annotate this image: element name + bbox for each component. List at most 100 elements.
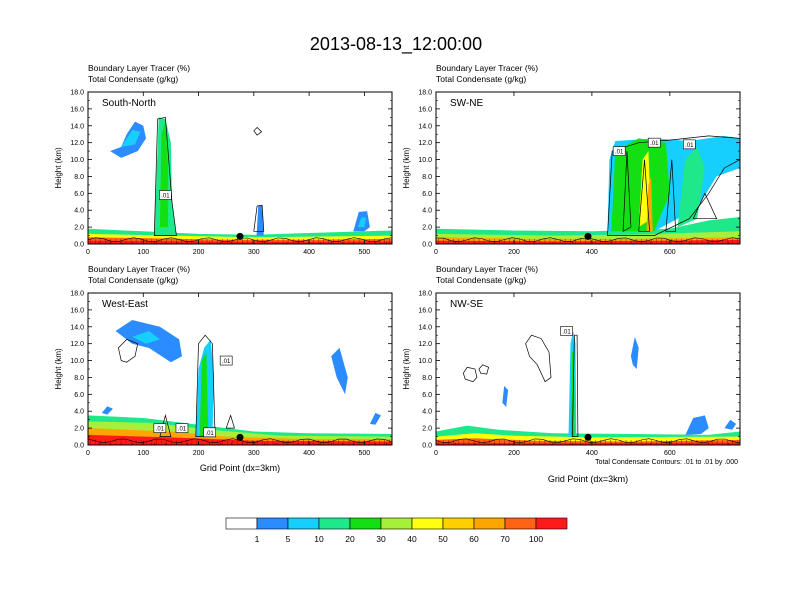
y-tick-label: 12.0 [418, 140, 432, 147]
x-tick-label: 500 [359, 249, 371, 256]
y-tick-label: 12.0 [70, 341, 84, 348]
y-axis-label: Height (km) [54, 348, 63, 390]
y-tick-label: 18.0 [418, 90, 432, 97]
condensate-contour [118, 338, 139, 363]
y-tick-label: 10.0 [70, 358, 84, 365]
tracer-region [502, 385, 509, 407]
condensate-contour [253, 204, 265, 232]
colorbar-swatch [535, 517, 568, 530]
contour-label: .01 [205, 431, 214, 437]
x-axis-label: Grid Point (dx=3km) [548, 474, 628, 484]
contour-label: .01 [650, 141, 659, 147]
x-tick-label: 400 [586, 450, 598, 457]
y-tick-label: 4.0 [422, 208, 432, 215]
contour-label-box [219, 355, 233, 366]
colorbar-swatch [411, 517, 444, 530]
y-axis-label: Height (km) [402, 147, 411, 189]
contour-label-box [153, 423, 167, 433]
colorbar-swatch [504, 517, 537, 530]
contour-label-box [647, 137, 661, 148]
subtitle-tracer: Boundary Layer Tracer (%) [436, 63, 538, 73]
y-tick-label: 6.0 [74, 191, 84, 198]
colorbar-swatch [473, 517, 506, 530]
colorbar-label: 50 [438, 534, 448, 544]
condensate-contour [478, 364, 490, 375]
condensate-contour [665, 159, 677, 232]
condensate-contour [253, 127, 263, 136]
location-marker [236, 232, 244, 240]
x-tick-label: 600 [664, 249, 676, 256]
contour-label-box [203, 427, 216, 438]
colorbar-label: 1 [255, 534, 260, 544]
condensate-contour [525, 334, 552, 383]
contour-label-box [175, 423, 189, 433]
y-tick-label: 18.0 [70, 90, 84, 97]
condensate-contour [692, 192, 718, 220]
plot-background [88, 92, 392, 244]
y-tick-label: 2.0 [74, 225, 84, 232]
y-tick-label: 16.0 [70, 307, 84, 314]
tracer-region [199, 352, 209, 437]
figure-title: 2013-08-13_12:00:00 [310, 34, 482, 55]
y-tick-label: 0.0 [74, 242, 84, 249]
colorbar-swatch [225, 517, 258, 530]
condensate-contour [622, 151, 632, 232]
y-tick-label: 16.0 [70, 106, 84, 113]
x-tick-label: 400 [303, 249, 315, 256]
condensate-contour [225, 414, 235, 429]
contour-label-box [612, 146, 626, 156]
colorbar-label: 20 [345, 534, 355, 544]
subtitle-condensate: Total Condensate (g/kg) [436, 275, 526, 285]
tracer-region [646, 176, 653, 232]
y-tick-label: 18.0 [70, 291, 84, 298]
y-tick-label: 4.0 [74, 208, 84, 215]
y-tick-label: 2.0 [422, 225, 432, 232]
y-tick-label: 0.0 [422, 242, 432, 249]
x-tick-label: 600 [664, 450, 676, 457]
y-tick-label: 8.0 [74, 375, 84, 382]
colorbar-swatch [380, 517, 413, 530]
y-tick-label: 4.0 [74, 409, 84, 416]
tracer-region [256, 205, 264, 236]
tracer-region [121, 130, 141, 147]
panel-label: NW-SE [450, 299, 483, 310]
x-tick-label: 300 [248, 249, 260, 256]
y-tick-label: 0.0 [74, 443, 84, 450]
y-tick-label: 12.0 [418, 341, 432, 348]
x-tick-label: 500 [359, 450, 371, 457]
x-tick-label: 200 [193, 450, 205, 457]
y-tick-label: 14.0 [418, 123, 432, 130]
y-tick-label: 10.0 [70, 157, 84, 164]
tracer-region [436, 239, 740, 244]
tracer-region [88, 434, 392, 445]
y-tick-label: 10.0 [418, 358, 432, 365]
subtitle-tracer: Boundary Layer Tracer (%) [436, 264, 538, 274]
y-tick-label: 8.0 [422, 174, 432, 181]
panel-sw-ne: Boundary Layer Tracer (%)Total Condensat… [402, 63, 741, 256]
colorbar-label: 40 [407, 534, 417, 544]
location-marker [584, 433, 592, 441]
y-tick-label: 6.0 [74, 392, 84, 399]
tracer-region [685, 415, 709, 435]
panel-west-east: Boundary Layer Tracer (%)Total Condensat… [54, 264, 393, 473]
y-tick-label: 16.0 [418, 106, 432, 113]
contour-label: .01 [562, 330, 571, 336]
x-tick-label: 200 [193, 249, 205, 256]
panel-south-north: Boundary Layer Tracer (%)Total Condensat… [54, 63, 393, 256]
condensate-contour [462, 366, 478, 383]
colorbar-label: 30 [376, 534, 386, 544]
contour-label: .01 [685, 143, 694, 149]
colorbar-swatch [318, 517, 351, 530]
tracer-region [101, 406, 113, 415]
tracer-field [88, 117, 392, 244]
colorbar-swatch [442, 517, 475, 530]
tracer-region [369, 412, 381, 425]
tracer-region [88, 240, 392, 244]
y-tick-label: 16.0 [418, 307, 432, 314]
panel-label: South-North [102, 98, 156, 109]
x-tick-label: 400 [303, 450, 315, 457]
contour-label: .01 [615, 150, 624, 156]
subtitle-tracer: Boundary Layer Tracer (%) [88, 63, 190, 73]
condensate-contour [153, 116, 177, 236]
condensate-contour [607, 135, 740, 236]
